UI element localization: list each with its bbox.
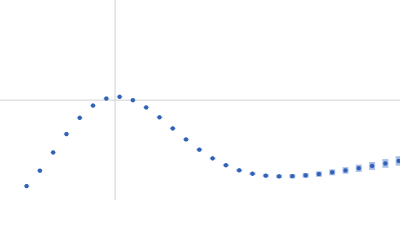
point bbox=[237, 168, 242, 173]
point bbox=[396, 158, 400, 164]
point bbox=[104, 96, 109, 101]
point bbox=[130, 97, 136, 103]
point bbox=[330, 170, 335, 175]
point bbox=[157, 115, 162, 120]
point bbox=[50, 150, 56, 155]
point bbox=[369, 163, 375, 169]
point bbox=[223, 163, 229, 168]
chart bbox=[0, 0, 400, 200]
point bbox=[90, 103, 96, 108]
point bbox=[290, 173, 295, 179]
point bbox=[316, 171, 322, 177]
point bbox=[250, 171, 255, 176]
point bbox=[24, 183, 29, 189]
point bbox=[210, 156, 215, 161]
point bbox=[77, 115, 82, 121]
point bbox=[143, 105, 149, 110]
point bbox=[37, 168, 43, 173]
point bbox=[343, 168, 348, 173]
point bbox=[197, 147, 202, 152]
point bbox=[117, 94, 122, 100]
point bbox=[356, 166, 362, 171]
point bbox=[383, 161, 388, 166]
point bbox=[170, 126, 175, 131]
point bbox=[263, 173, 268, 178]
point bbox=[64, 131, 69, 137]
point bbox=[183, 137, 189, 142]
point bbox=[276, 174, 282, 179]
point bbox=[303, 173, 308, 178]
